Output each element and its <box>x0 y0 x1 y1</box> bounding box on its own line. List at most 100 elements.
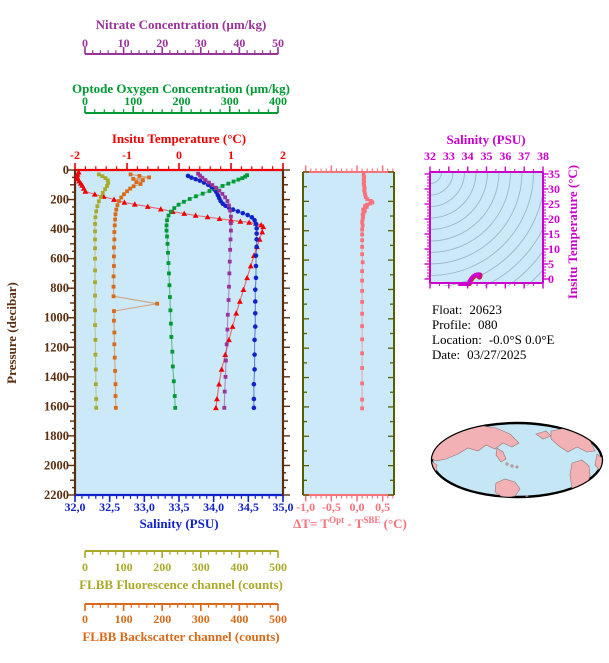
series-oxygen-marker <box>231 179 236 184</box>
series-nitrate-marker <box>223 195 228 200</box>
series-backscatter-marker <box>119 195 124 200</box>
series-salinity-marker <box>253 253 259 258</box>
series-backscatter-marker <box>112 254 116 259</box>
series-temperature-marker <box>91 191 98 197</box>
map-australia <box>494 478 521 497</box>
series-nitrate-marker <box>213 185 218 190</box>
series-fluorescence-marker <box>93 293 97 298</box>
series-oxygen-marker <box>165 218 169 223</box>
series-nitrate-marker <box>225 327 230 332</box>
delta-t-title-sup: SBE <box>363 515 380 525</box>
series-temperature-marker <box>204 213 211 220</box>
series-backscatter-marker <box>112 355 117 360</box>
ts-x-tick-label: 33 <box>443 149 455 163</box>
series-delta-t-marker <box>360 227 365 232</box>
series-salinity-marker <box>249 214 255 220</box>
series-nitrate-marker <box>225 199 230 203</box>
series-oxygen-marker <box>166 261 171 265</box>
ts-y-tick-label: 5 <box>548 257 554 271</box>
series-oxygen-marker <box>173 405 178 410</box>
series-delta-t-marker <box>360 260 365 265</box>
ts-x-tick-label: 35 <box>481 149 493 163</box>
ts-x-tick-label: 36 <box>499 149 511 163</box>
series-fluorescence-marker <box>103 187 107 192</box>
backscatter-axis: 0 100 200 300 400 500 <box>82 603 287 626</box>
series-delta-t-marker <box>360 220 365 225</box>
series-nitrate-marker <box>196 171 200 176</box>
series-delta-t <box>360 173 375 411</box>
fluorescence-tick-label: 500 <box>269 560 287 574</box>
series-fluorescence-marker <box>93 280 97 285</box>
temperature-tick-label: -1 <box>122 148 132 162</box>
backscatter-tick-label: 100 <box>115 612 133 626</box>
series-oxygen-marker <box>182 199 186 204</box>
series-salinity-marker <box>254 244 259 250</box>
info-profile: Profile: 080 <box>432 317 498 332</box>
series-oxygen-marker <box>168 321 173 326</box>
backscatter-tick-label: 300 <box>192 612 210 626</box>
delta-tick-label: 0,5 <box>375 500 390 514</box>
series-delta-t-marker <box>361 177 366 182</box>
series-delta-t-marker <box>363 195 368 199</box>
series-nitrate-marker <box>198 173 202 178</box>
info-date-label: Date: <box>432 347 460 362</box>
series-oxygen-marker <box>168 295 172 299</box>
series-temperature-marker <box>192 212 199 218</box>
series-temperature-marker <box>240 286 247 292</box>
series-nitrate-marker <box>217 188 222 193</box>
series-oxygen-marker <box>172 394 177 398</box>
oxygen-tick-label: 300 <box>221 94 239 108</box>
series-fluorescence-marker <box>98 194 103 199</box>
series-backscatter-marker <box>112 342 117 347</box>
series-delta-t-marker <box>362 188 367 193</box>
fluorescence-tick-label: 400 <box>230 560 248 574</box>
series-temperature-marker <box>246 219 253 225</box>
series-fluorescence-marker <box>96 172 101 177</box>
salinity-tick-label: 35,0 <box>273 500 294 514</box>
series-temperature-marker <box>157 206 164 212</box>
map-new-zealand <box>529 500 531 502</box>
series-salinity-marker <box>235 209 241 214</box>
series-fluorescence-marker <box>94 405 99 410</box>
series-oxygen-marker <box>200 191 205 196</box>
pressure-tick-label: 1600 <box>44 399 69 413</box>
delta-t-chart: -1,0 -0,5 0,0 0,5 <box>296 165 395 514</box>
series-delta-t-marker <box>360 397 365 402</box>
series-salinity-marker <box>252 367 257 372</box>
series-backscatter-marker <box>113 212 118 217</box>
series-delta-t-marker <box>360 351 365 356</box>
series-delta-t-marker <box>360 406 365 411</box>
series-delta-t-marker <box>360 252 365 257</box>
series-oxygen-marker <box>168 308 173 313</box>
map-island <box>515 465 519 469</box>
series-delta-t-marker <box>360 366 365 370</box>
series-salinity-marker <box>252 352 257 357</box>
series-backscatter-marker <box>155 301 160 306</box>
series-fluorescence-marker <box>93 256 97 261</box>
series-oxygen-marker <box>165 234 169 239</box>
series-backscatter-marker <box>112 318 116 323</box>
series-delta-t-marker <box>362 186 367 191</box>
series-delta-t-marker <box>360 381 365 386</box>
series-temperature-marker <box>213 404 219 411</box>
delta-tick-label: 0,0 <box>350 500 365 514</box>
series-temperature-marker <box>229 323 236 329</box>
backscatter-tick-label: 200 <box>153 612 171 626</box>
series-fluorescence-marker <box>93 246 97 251</box>
series-fluorescence-marker <box>93 352 98 357</box>
delta-t-title-part: ΔT= T <box>293 516 329 531</box>
series-fluorescence-marker <box>93 268 97 273</box>
series-oxygen-marker <box>187 197 192 201</box>
series-temperature-marker <box>259 229 266 235</box>
nitrate-axis: 0 10 20 30 40 50 <box>82 36 284 55</box>
series-oxygen-marker <box>176 202 181 207</box>
series-salinity-marker <box>253 263 259 269</box>
series-salinity-marker <box>251 405 257 411</box>
series-nitrate-marker <box>229 221 233 226</box>
main-profile-chart: 0 10 20 30 40 500 100 200 300 400-2 -1 0 1 232,0 32,5 3… <box>44 36 294 626</box>
info-date: Date: 03/27/2025 <box>432 347 526 362</box>
series-backscatter-marker <box>125 189 129 194</box>
series-salinity-marker <box>253 221 259 227</box>
delta-t-title-sup: Opt <box>329 515 344 525</box>
